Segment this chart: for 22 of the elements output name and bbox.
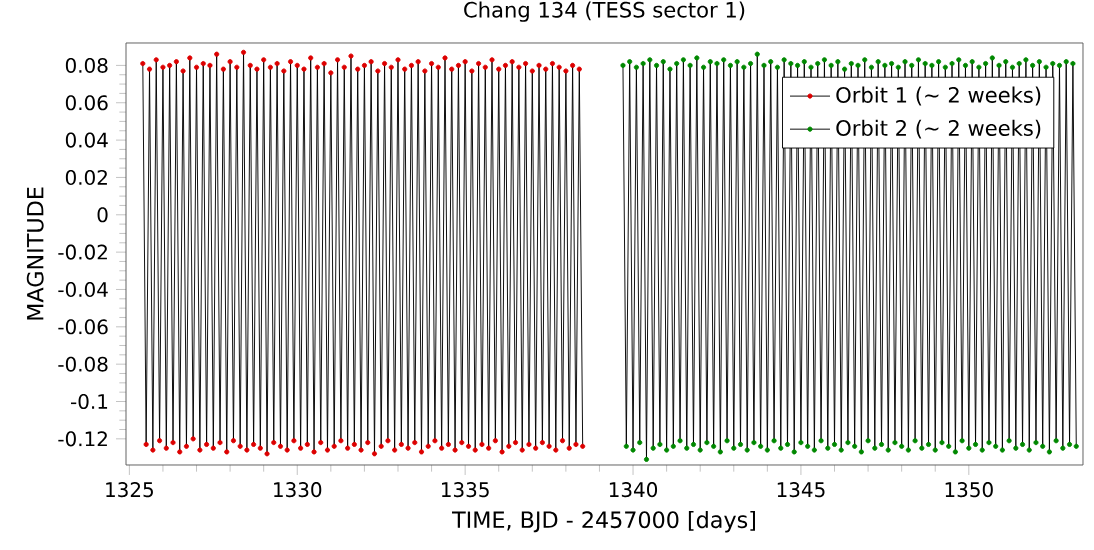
y-tick-label: -0.06 (58, 319, 108, 335)
y-tick-label: -0.02 (58, 244, 107, 260)
y-tick-label: 0 (97, 207, 108, 223)
legend-label: Orbit 1 (∼ 2 weeks) (836, 86, 1041, 106)
y-tick-label: -0.04 (58, 281, 108, 298)
y-tick-label: -0.1 (71, 393, 108, 410)
y-tick-label: 0.06 (65, 95, 108, 111)
x-tick-label: 1330 (274, 482, 322, 498)
y-tick-label: 0.08 (65, 57, 108, 73)
x-tick-label: 1345 (777, 482, 825, 498)
x-tick-label: 1335 (442, 482, 489, 498)
y-tick-label: -0.08 (58, 356, 108, 372)
x-tick-label: 1325 (106, 482, 153, 498)
chart-title: Chang 134 (TESS sector 1) (464, 1, 745, 22)
y-tick-label: 0.04 (65, 132, 108, 148)
y-axis-title: MAGNITUDE (26, 187, 44, 320)
legend-label: Orbit 2 (∼ 2 weeks) (836, 119, 1041, 139)
y-tick-label: 0.02 (65, 169, 107, 185)
x-axis-title: TIME, BJD - 2457000 [days] (452, 510, 755, 533)
x-tick-label: 1350 (945, 482, 993, 498)
y-tick-label: -0.12 (58, 431, 107, 447)
x-tick-label: 1340 (609, 482, 658, 498)
